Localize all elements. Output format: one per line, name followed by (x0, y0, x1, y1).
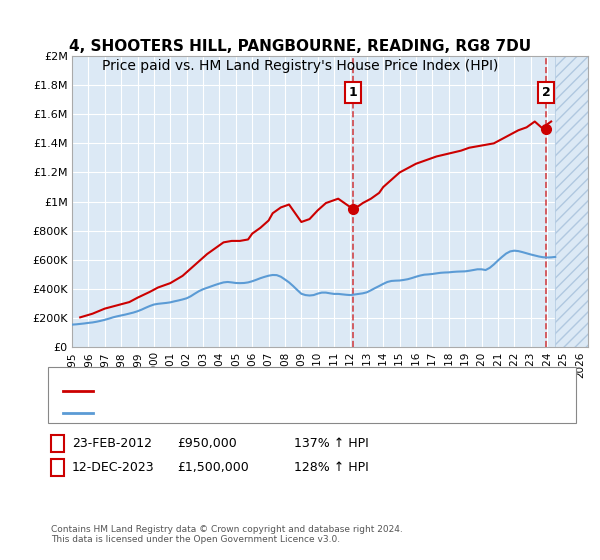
Text: 4, SHOOTERS HILL, PANGBOURNE, READING, RG8 7DU (detached house): 4, SHOOTERS HILL, PANGBOURNE, READING, R… (97, 386, 476, 396)
Text: 23-FEB-2012: 23-FEB-2012 (72, 437, 152, 450)
Text: 128% ↑ HPI: 128% ↑ HPI (294, 461, 369, 474)
Bar (555, 56, 588, 347)
Text: 2: 2 (53, 461, 62, 474)
Text: 1: 1 (53, 437, 62, 450)
Text: £1,500,000: £1,500,000 (177, 461, 249, 474)
Text: 4, SHOOTERS HILL, PANGBOURNE, READING, RG8 7DU: 4, SHOOTERS HILL, PANGBOURNE, READING, R… (69, 39, 531, 54)
Text: 2: 2 (542, 86, 551, 99)
Text: Price paid vs. HM Land Registry's House Price Index (HPI): Price paid vs. HM Land Registry's House … (102, 59, 498, 73)
Text: Contains HM Land Registry data © Crown copyright and database right 2024.
This d: Contains HM Land Registry data © Crown c… (51, 525, 403, 544)
Text: 137% ↑ HPI: 137% ↑ HPI (294, 437, 369, 450)
Text: HPI: Average price, detached house, West Berkshire: HPI: Average price, detached house, West… (97, 408, 368, 418)
Text: 1: 1 (349, 86, 357, 99)
Text: 12-DEC-2023: 12-DEC-2023 (72, 461, 155, 474)
Text: £950,000: £950,000 (177, 437, 237, 450)
